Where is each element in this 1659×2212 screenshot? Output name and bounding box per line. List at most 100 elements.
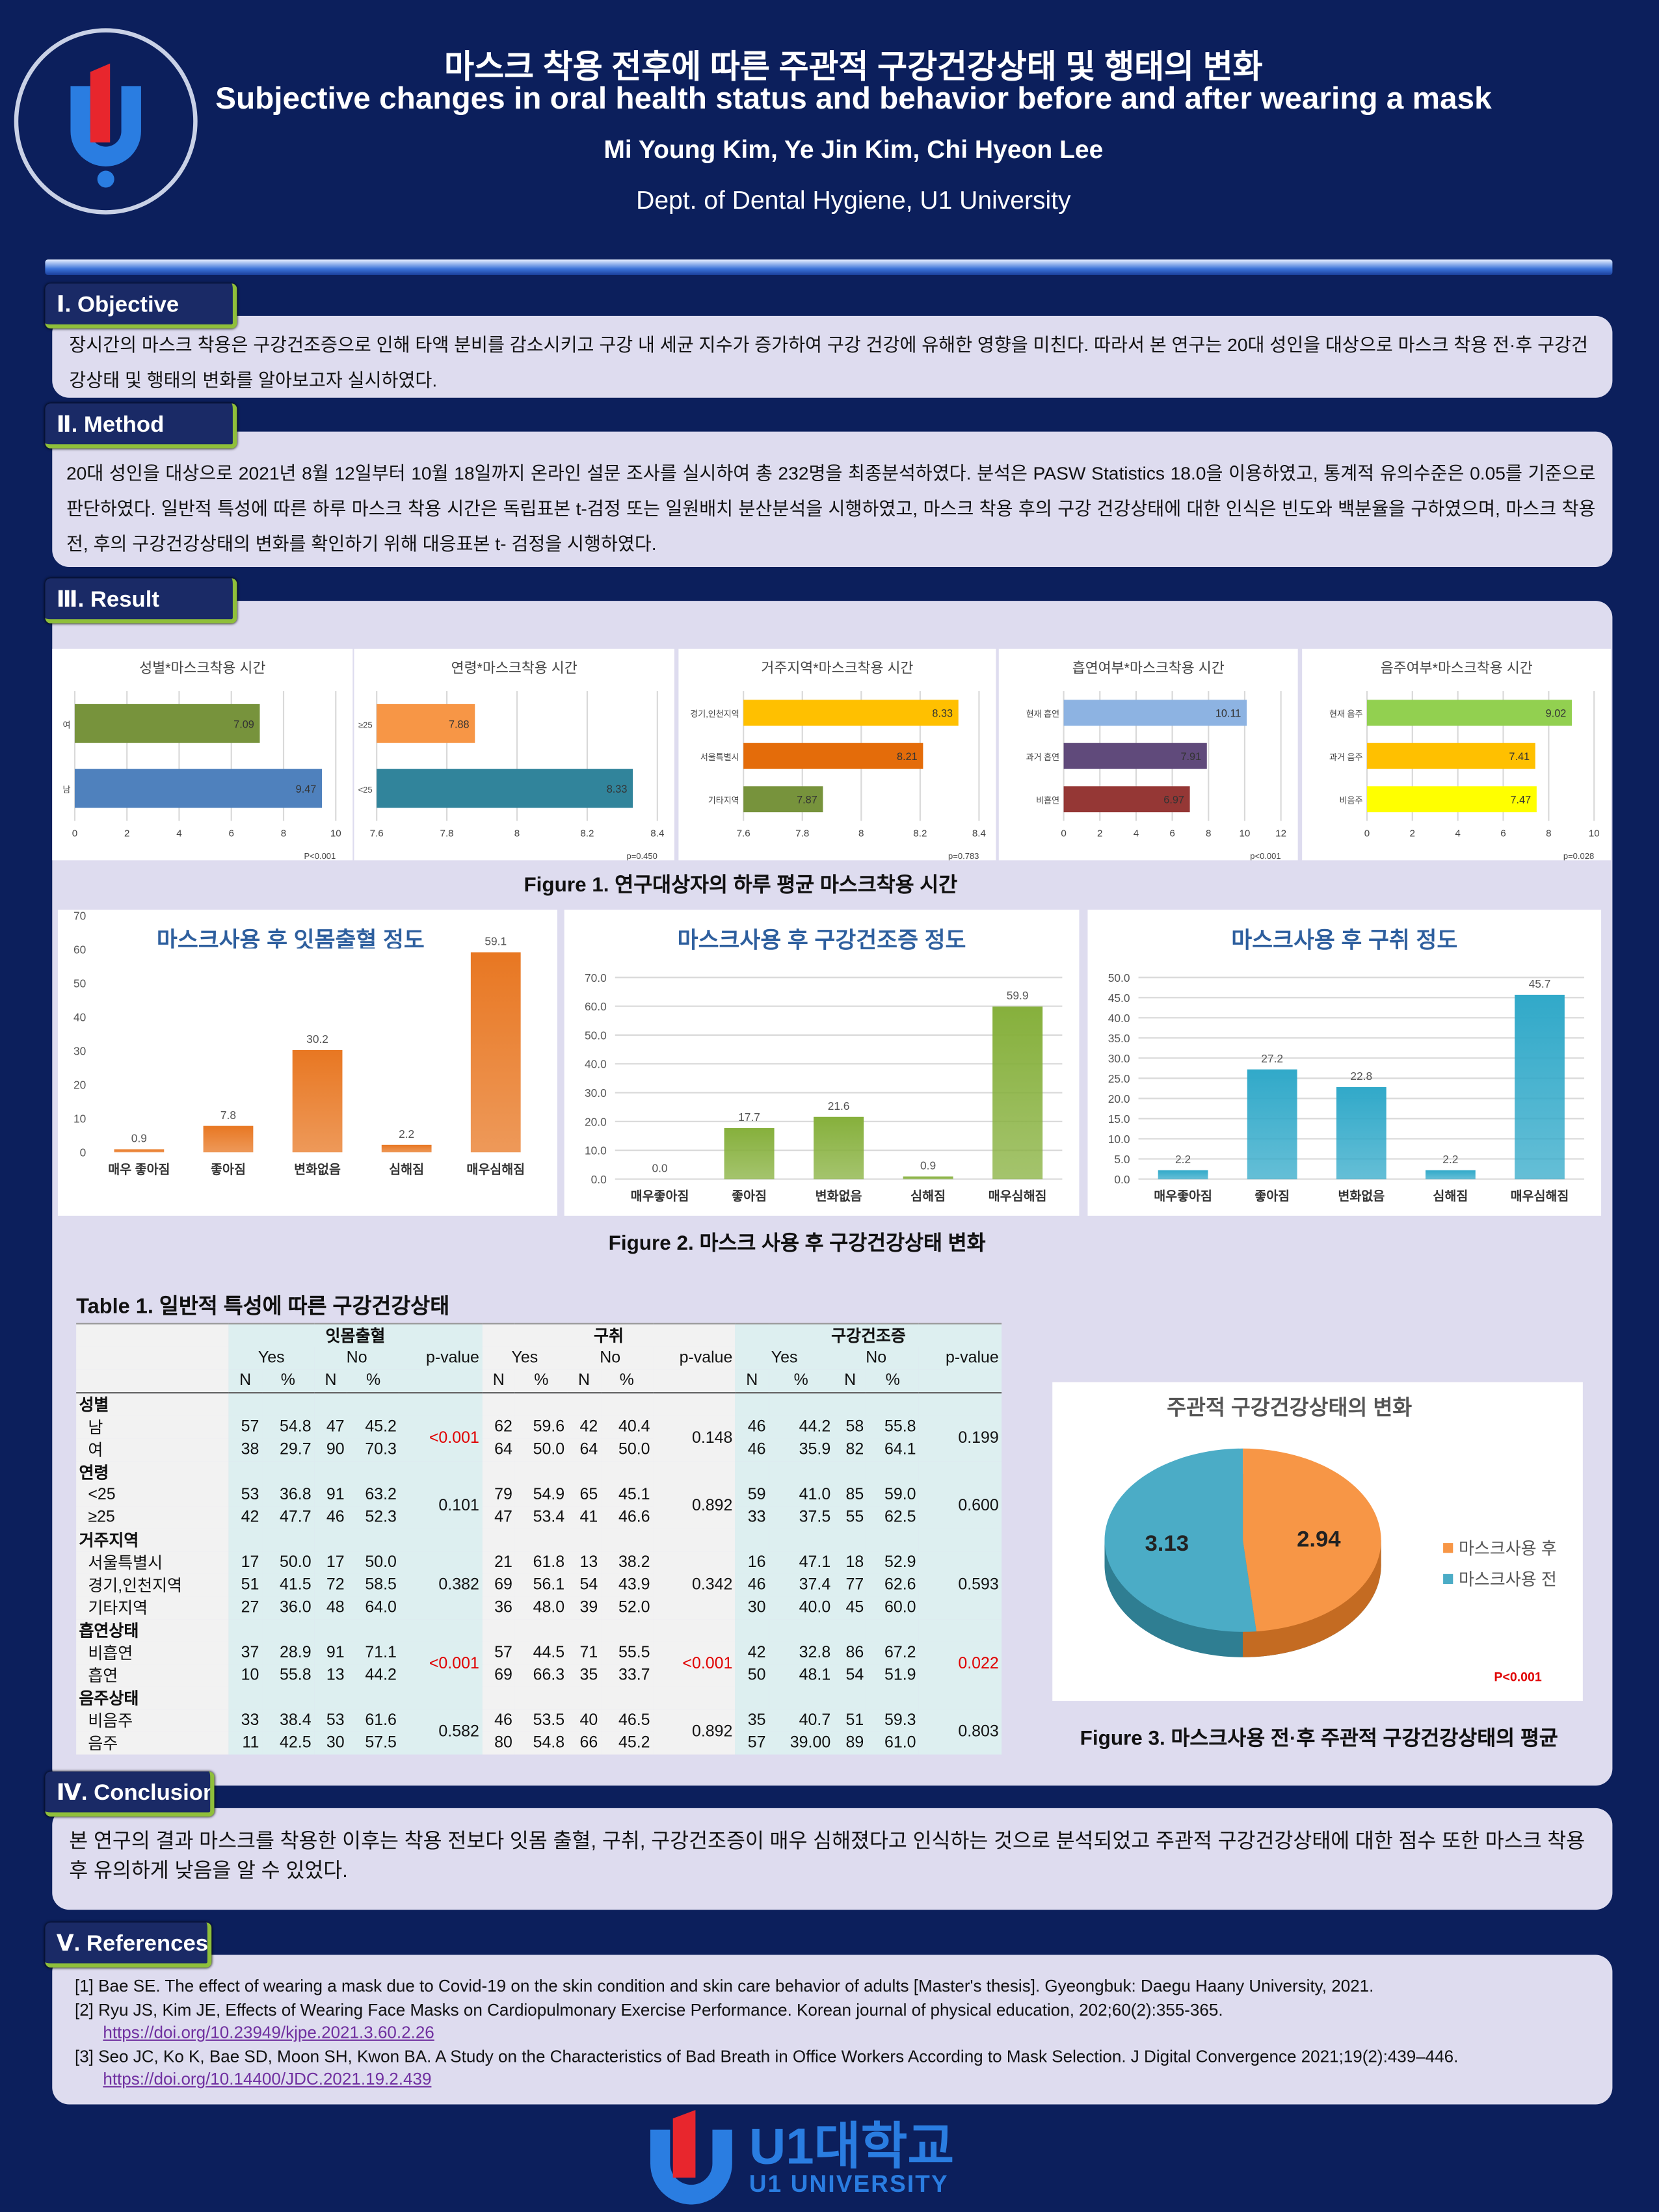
category-label: 남 xyxy=(62,785,70,795)
bar xyxy=(1425,1170,1476,1179)
table-cell: 여 xyxy=(76,1438,229,1462)
data-label: 45.7 xyxy=(1529,977,1551,990)
reference-link[interactable]: https://doi.org/10.23949/kjpe.2021.3.60.… xyxy=(103,2022,434,2043)
data-label: 2.2 xyxy=(1442,1153,1458,1166)
slice-label: 3.13 xyxy=(1145,1531,1189,1556)
title-korean: 마스크 착용 전후에 따른 주관적 구강건강상태 및 행태의 변화 xyxy=(444,47,1263,85)
table-cell: 54 xyxy=(833,1664,867,1687)
table-cell xyxy=(833,1619,867,1642)
table-cell xyxy=(652,1369,736,1393)
table-cell: 0.593 xyxy=(918,1551,1002,1620)
table-cell xyxy=(399,1393,483,1416)
affiliation-line: Dept. of Dental Hygiene, U1 University xyxy=(211,186,1495,216)
table-cell xyxy=(482,1461,516,1484)
table-cell: 54.8 xyxy=(515,1731,568,1755)
slice-label: 2.94 xyxy=(1297,1527,1341,1552)
tick-label: 10.0 xyxy=(585,1144,607,1157)
data-label: 7.41 xyxy=(1509,751,1530,763)
table-cell: No xyxy=(833,1347,919,1370)
table-cell: 18 xyxy=(833,1551,867,1574)
table-cell: N xyxy=(228,1369,262,1393)
footer-logo-korean: U1대학교 xyxy=(749,2116,955,2174)
table-cell xyxy=(918,1619,1002,1642)
table-cell: 0.582 xyxy=(399,1709,483,1755)
table-cell xyxy=(918,1687,1002,1710)
data-label: 30.2 xyxy=(306,1033,328,1046)
table-cell: N xyxy=(735,1369,769,1393)
table-cell xyxy=(228,1461,262,1484)
bar xyxy=(292,1050,343,1153)
data-label: 7.91 xyxy=(1180,751,1201,763)
table-cell xyxy=(228,1529,262,1552)
table-cell: 35 xyxy=(567,1664,601,1687)
bar xyxy=(743,786,823,813)
table-cell xyxy=(735,1687,769,1710)
table-cell xyxy=(768,1393,834,1416)
table-cell xyxy=(76,1369,229,1393)
table-cell: 30 xyxy=(735,1596,769,1620)
table-header-row: 잇몸출혈 구취 구강건조증 xyxy=(76,1323,1002,1347)
table-cell: 0.199 xyxy=(918,1415,1002,1462)
data-label: 7.8 xyxy=(220,1109,236,1122)
tick-label: 10 xyxy=(73,1113,86,1126)
reference-link[interactable]: https://doi.org/10.14400/JDC.2021.19.2.4… xyxy=(103,2069,432,2089)
table-cell: 38.2 xyxy=(600,1551,653,1574)
table-cell: 27 xyxy=(228,1596,262,1620)
tick-label: 2 xyxy=(1410,828,1415,839)
table-row: 비흡연 37 28.9 91 71.1 <0.001 57 44.5 71 55.5 <0.001 4… xyxy=(76,1641,1002,1687)
tick-label: 20.0 xyxy=(585,1115,607,1128)
table-cell: % xyxy=(866,1369,919,1393)
table-cell: 0.101 xyxy=(399,1483,483,1529)
table-cell xyxy=(347,1619,400,1642)
table-cell: 90 xyxy=(313,1438,348,1462)
table-cell: <0.001 xyxy=(399,1415,483,1462)
table-cell: Yes xyxy=(482,1347,568,1370)
table-cell xyxy=(567,1687,601,1710)
table-cell: N xyxy=(313,1369,348,1393)
table-header-row: Yes No p-value Yes No p-value Yes No p-value xyxy=(76,1347,1002,1370)
footer-logo: U1대학교 U1 UNIVERSITY xyxy=(642,2110,954,2206)
chart-horizontal-bar: 거주지역*마스크착용 시간 7.6 7.8 8 8.2 8.4 8.33 경기,인천지역 8.2… xyxy=(678,648,996,861)
table-row: 비음주 33 38.4 53 61.6 0.582 46 53.5 40 46.5 0.892 35 4… xyxy=(76,1709,1002,1755)
table-row: 기타지역 27 36.0 48 64.0 36 48.0 39 52.0 30 40.0 45 60.0 xyxy=(76,1596,1002,1620)
table-cell: 50 xyxy=(735,1664,769,1687)
tick-label: 30.0 xyxy=(585,1086,607,1099)
table-cell xyxy=(313,1393,348,1416)
table-cell: 59 xyxy=(735,1483,769,1507)
table-cell: 37.5 xyxy=(768,1506,834,1529)
data-label: 7.09 xyxy=(233,718,254,730)
table-cell: 16 xyxy=(735,1551,769,1574)
bar xyxy=(1366,786,1537,813)
bar xyxy=(724,1128,775,1179)
table-cell xyxy=(347,1461,400,1484)
chart-vertical-bar: 마스크사용 후 구강건조증 정도 0.0 10.0 20.0 30.0 40.0 50.0 6… xyxy=(564,910,1080,1216)
category-label: 비흡연 xyxy=(1036,796,1059,806)
table-cell: 91 xyxy=(313,1641,348,1665)
chart-horizontal-bar: 연령*마스크착용 시간 7.6 7.8 8 8.2 8.4 7.88 ≥25 8.33 <25 p=… xyxy=(354,648,674,861)
category-label: 기타지역 xyxy=(708,796,739,806)
data-label: 9.02 xyxy=(1546,708,1567,720)
data-label: 2.2 xyxy=(1175,1153,1191,1166)
category-label: 좋아짐 xyxy=(211,1163,246,1177)
section-tab-objective: Ⅰ. Objective xyxy=(45,283,237,329)
tick-label: 15.0 xyxy=(1108,1113,1130,1126)
tick-label: 50 xyxy=(73,977,86,990)
category-label: 비음주 xyxy=(1340,796,1363,806)
tick-label: 4 xyxy=(1455,828,1460,839)
section-tab-result: Ⅲ. Result xyxy=(45,578,237,624)
table-cell: 17 xyxy=(228,1551,262,1574)
chart-title: 성별*마스크착용 시간 xyxy=(139,660,265,676)
table-cell: 57 xyxy=(482,1641,516,1665)
reference-item: [1] Bae SE. The effect of wearing a mask… xyxy=(74,1976,1374,1996)
table-cell xyxy=(918,1369,1002,1393)
legend-label: 마스크사용 전 xyxy=(1459,1570,1557,1589)
table-row: 흡연 10 55.8 13 44.2 69 66.3 35 33.7 50 48.1 54 51.9 xyxy=(76,1664,1002,1687)
table-cell: 33 xyxy=(228,1709,262,1732)
table-cell: 40 xyxy=(567,1709,601,1732)
table-cell: 56.1 xyxy=(515,1573,568,1597)
tick-label: 40 xyxy=(73,1011,86,1024)
table-cell xyxy=(833,1529,867,1552)
table-cell xyxy=(261,1619,314,1642)
table-cell: 51.9 xyxy=(866,1664,919,1687)
